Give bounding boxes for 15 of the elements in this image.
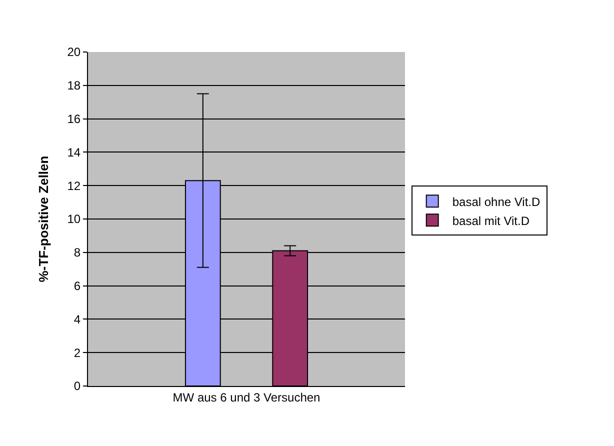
y-tick-label: 4	[74, 312, 81, 326]
y-tick-label: 2	[74, 346, 81, 360]
y-tick-label: 16	[67, 112, 81, 126]
y-tick-label: 10	[67, 212, 81, 226]
y-tick-label: 14	[67, 145, 81, 160]
x-tick-label: MW aus 6 und 3 Versuchen	[172, 390, 320, 404]
y-tick-label: 20	[67, 45, 81, 60]
y-tick-label: 12	[67, 178, 81, 193]
legend-label: basal ohne Vit.D	[452, 194, 541, 209]
legend-label: basal mit Vit.D	[452, 214, 530, 228]
y-axis-title: %-TF-positive Zellen	[36, 156, 52, 282]
y-tick-label: 8	[74, 246, 81, 260]
y-tick-label: 0	[74, 379, 81, 394]
y-tick-label: 18	[67, 78, 81, 93]
y-tick-label: 6	[74, 279, 81, 293]
